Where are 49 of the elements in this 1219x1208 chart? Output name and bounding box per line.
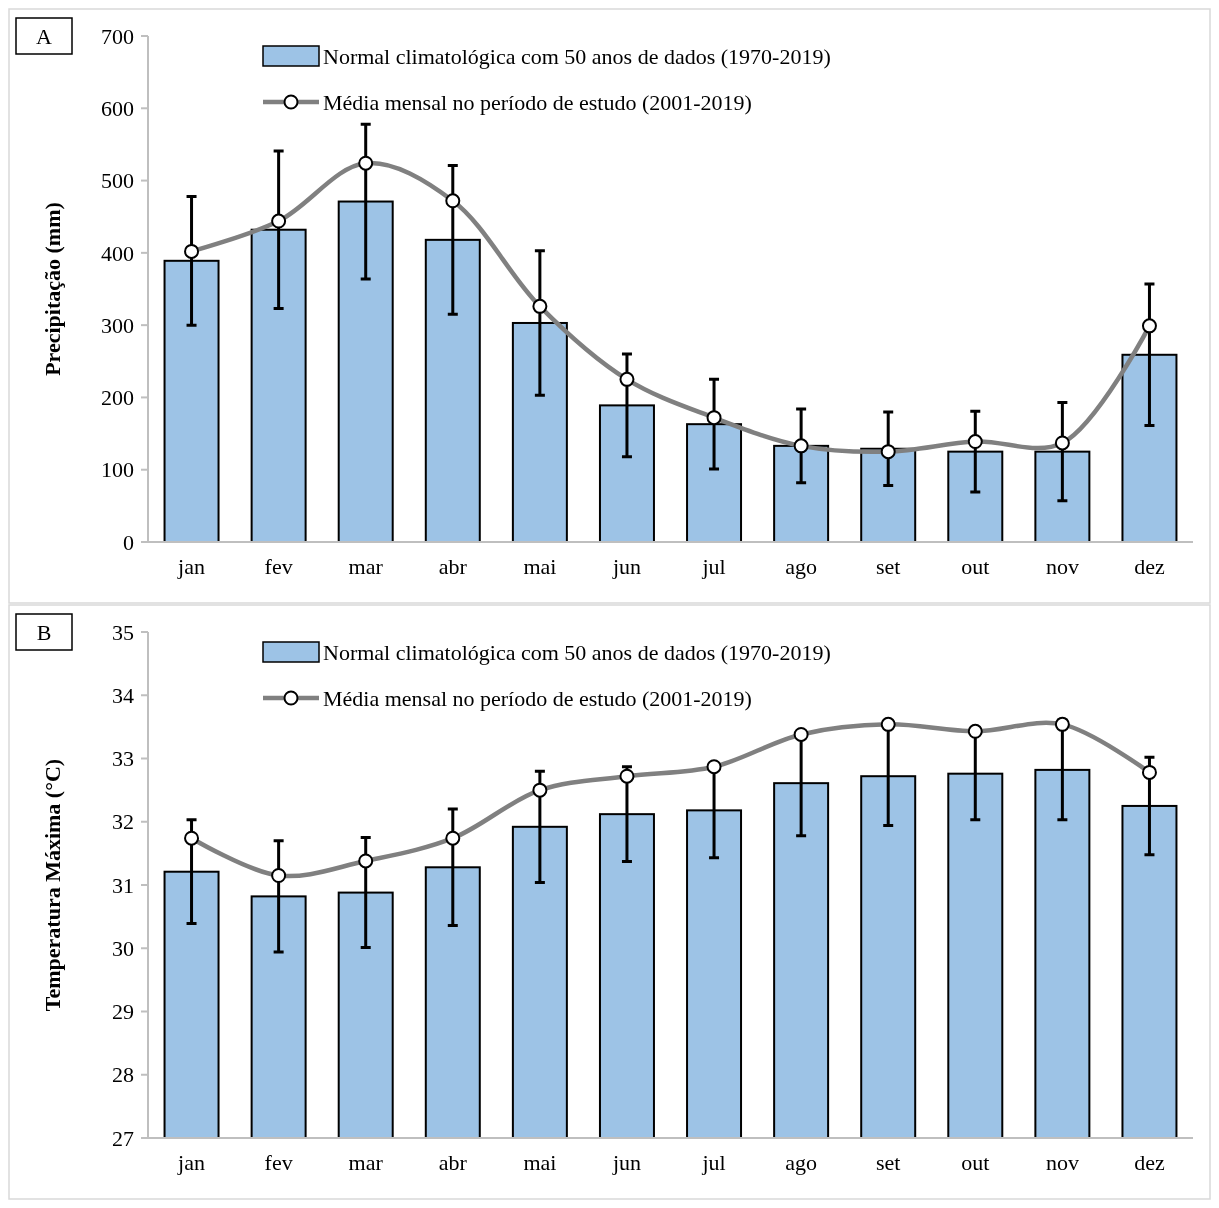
x-tick-label: fev [264,1150,293,1175]
y-axis-title: Temperatura Máxima (°C) [40,758,65,1012]
x-tick-label: abr [438,1150,468,1175]
y-tick-label: 28 [112,1062,134,1088]
x-tick-label: dez [1134,1150,1165,1175]
x-tick-label: fev [264,554,293,579]
y-tick-label: 30 [112,935,134,961]
text: A [36,23,53,49]
y-tick-label: 32 [112,809,134,835]
x-tick-label: ago [785,1150,818,1175]
y-tick-label: 200 [101,385,134,411]
y-tick-label: 300 [101,312,134,338]
x-tick-label: mar [348,1150,384,1175]
x-tick-label: jan [177,554,205,579]
x-tick-label: jul [701,554,726,579]
y-tick-label: 600 [101,95,134,121]
x-tick-label: set [875,1150,901,1175]
y-tick-label: 29 [112,999,134,1025]
x-tick-label: out [961,1150,990,1175]
y-tick-label: 500 [101,168,134,194]
y-tick-label: 35 [112,619,134,645]
x-tick-label: jun [611,554,642,579]
legend-label: Normal climatológica com 50 anos de dados (1970-2019) [323,639,831,665]
x-tick-label: jan [177,1150,205,1175]
legend-label: Média mensal no período de estudo (2001-2019) [323,685,752,711]
y-tick-label: 31 [112,872,134,898]
x-tick-label: nov [1045,1150,1079,1175]
y-tick-label: 700 [101,23,134,49]
x-tick-label: set [875,554,901,579]
x-tick-label: mar [348,554,384,579]
y-tick-label: 100 [101,457,134,483]
y-axis-title: Precipitação (mm) [40,202,65,376]
x-tick-label: nov [1045,554,1079,579]
text: B [36,619,52,645]
y-tick-label: 0 [123,529,134,555]
x-tick-label: abr [438,554,468,579]
legend-label: Média mensal no período de estudo (2001-2019) [323,89,752,115]
y-tick-label: 400 [101,240,134,266]
y-tick-label: 34 [112,682,134,708]
y-tick-label: 27 [112,1125,134,1151]
x-tick-label: dez [1134,554,1165,579]
x-tick-label: mai [523,1150,557,1175]
x-tick-label: mai [523,554,557,579]
y-tick-label: 33 [112,746,134,772]
x-tick-label: jun [611,1150,642,1175]
x-tick-label: out [961,554,990,579]
legend-label: Normal climatológica com 50 anos de dados (1970-2019) [323,43,831,69]
x-tick-label: jul [701,1150,726,1175]
x-tick-label: ago [785,554,818,579]
